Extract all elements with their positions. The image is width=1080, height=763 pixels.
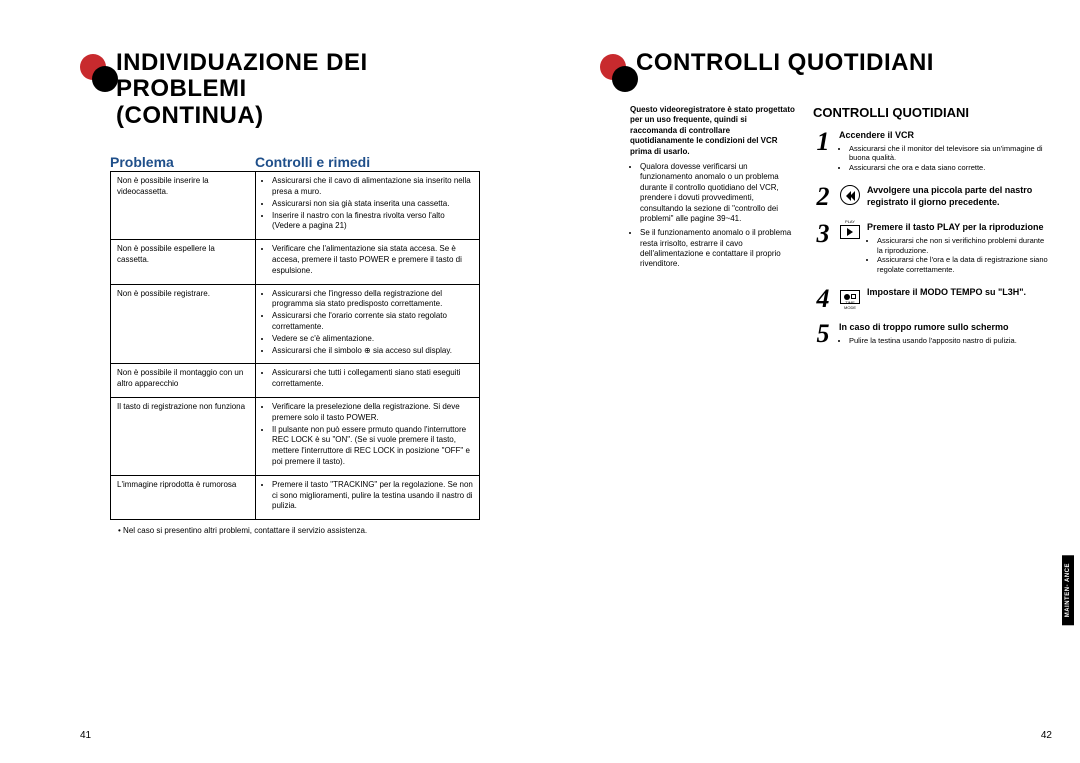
intro-bullets: Qualora dovesse verificarsi un funzionam… (630, 162, 795, 270)
page-number-left: 41 (80, 730, 91, 741)
step-body: Impostare il MODO TEMPO su "L3H". (867, 287, 1050, 301)
step-bullet: Assicurarsi che non si verifichino probl… (877, 236, 1050, 256)
remedy-item: Vedere se c'è alimentazione. (272, 334, 473, 345)
title-line2: (CONTINUA) (116, 102, 264, 129)
remedy-item: Premere il tasto "TRACKING" per la regol… (272, 480, 473, 512)
problem-cell: Non è possibile registrare. (111, 285, 256, 364)
troubleshooting-table: Non è possibile inserire la videocassett… (110, 171, 480, 520)
remedy-cell: Verificare la preselezione della registr… (256, 398, 479, 475)
page-42: CONTROLLI QUOTIDIANI Questo videoregistr… (540, 0, 1080, 763)
step: 1 Accendere il VCR Assicurarsi che il moni… (813, 130, 1050, 173)
step-number: 2 (813, 185, 833, 208)
table-header: Problema Controlli e rimedi (110, 154, 480, 170)
remedy-item: Il pulsante non può essere prmuto quando… (272, 425, 473, 468)
intro-bold: Questo videoregistratore è stato progett… (630, 105, 795, 157)
title-block-right: CONTROLLI QUOTIDIANI (600, 50, 1050, 80)
table-row: Non è possibile il montaggio con un altr… (111, 364, 479, 398)
remedy-item: Assicurarsi che l'ingresso della registr… (272, 289, 473, 311)
step-number: 5 (813, 322, 833, 345)
step-number: 3 (813, 222, 833, 245)
intro-bullet: Se il funzionamento anomalo o il problem… (640, 228, 795, 270)
page-41: INDIVIDUAZIONE DEI PROBLEMI (CONTINUA) P… (0, 0, 540, 763)
title-bullet-icon (600, 54, 626, 80)
intro-bullet: Qualora dovesse verificarsi un funzionam… (640, 162, 795, 224)
step-bullet: Pulire la testina usando l'apposito nast… (849, 336, 1050, 346)
step-number: 1 (813, 130, 833, 153)
col-header-problem: Problema (110, 154, 255, 170)
intro-column: Questo videoregistratore è stato progett… (630, 105, 795, 358)
step: 3 PLAY Premere il tasto PLAY per la riprod… (813, 222, 1050, 275)
step: 4 TIME MODE Impostare il MODO TEMPO su "L3… (813, 287, 1050, 310)
table-row: Non è possibile inserire la videocassett… (111, 172, 479, 240)
step-body: Accendere il VCR Assicurarsi che il monit… (839, 130, 1050, 173)
step-heading: In caso di troppo rumore sullo schermo (839, 322, 1050, 334)
col-header-remedy: Controlli e rimedi (255, 154, 480, 170)
play-icon: PLAY (839, 222, 861, 242)
problem-cell: Non è possibile il montaggio con un altr… (111, 364, 256, 397)
step-heading: Impostare il MODO TEMPO su "L3H". (867, 287, 1050, 299)
remedy-item: Assicurarsi che tutti i collegamenti sia… (272, 368, 473, 390)
remedy-item: Verificare la preselezione della registr… (272, 402, 473, 424)
footnote: • Nel caso si presentino altri problemi,… (118, 526, 480, 535)
step-body: Premere il tasto PLAY per la riproduzion… (867, 222, 1050, 275)
title-bullet-icon (80, 54, 106, 80)
remedy-cell: Assicurarsi che il cavo di alimentazione… (256, 172, 479, 239)
remedy-item: Assicurarsi che il simbolo ⊕ sia acceso … (272, 346, 473, 357)
step-number: 4 (813, 287, 833, 310)
problem-cell: L'immagine riprodotta è rumorosa (111, 476, 256, 519)
remedy-item: Inserire il nastro con la finestra rivol… (272, 211, 473, 233)
section-tab: MAINTEN- ANCE (1062, 555, 1074, 625)
remedy-item: Assicurarsi non sia già stata inserita u… (272, 199, 473, 210)
steps-column: CONTROLLI QUOTIDIANI 1 Accendere il VCR As… (813, 105, 1050, 358)
table-row: Il tasto di registrazione non funziona Ve… (111, 398, 479, 476)
step-heading: Premere il tasto PLAY per la riproduzion… (867, 222, 1050, 234)
page-title-left: INDIVIDUAZIONE DEI PROBLEMI (CONTINUA) (116, 50, 480, 129)
step-body: Avvolgere una piccola parte del nastro r… (867, 185, 1050, 210)
step-body: In caso di troppo rumore sullo schermo Pu… (839, 322, 1050, 345)
time-mode-icon: TIME MODE (839, 287, 861, 307)
remedy-cell: Assicurarsi che tutti i collegamenti sia… (256, 364, 479, 397)
step: 2 Avvolgere una piccola parte del nastro … (813, 185, 1050, 210)
step-bullet: Assicurarsi che ora e data siano corrett… (849, 163, 1050, 173)
section-title: CONTROLLI QUOTIDIANI (813, 105, 1050, 122)
table-row: Non è possibile registrare. Assicurarsi c… (111, 285, 479, 365)
step-bullet: Assicurarsi che l'ora e la data di regis… (877, 255, 1050, 275)
step-heading: Avvolgere una piccola parte del nastro r… (867, 185, 1050, 208)
problem-cell: Non è possibile espellere la cassetta. (111, 240, 256, 283)
remedy-item: Assicurarsi che il cavo di alimentazione… (272, 176, 473, 198)
step-heading: Accendere il VCR (839, 130, 1050, 142)
step-bullet: Assicurarsi che il monitor del televisor… (849, 144, 1050, 164)
page-number-right: 42 (1041, 730, 1052, 741)
title-line1: INDIVIDUAZIONE DEI PROBLEMI (116, 49, 368, 102)
table-row: L'immagine riprodotta è rumorosa Premere … (111, 476, 479, 519)
remedy-item: Verificare che l'alimentazione sia stata… (272, 244, 473, 276)
problem-cell: Il tasto di registrazione non funziona (111, 398, 256, 475)
remedy-cell: Premere il tasto "TRACKING" per la regol… (256, 476, 479, 519)
remedy-item: Assicurarsi che l'orario corrente sia st… (272, 311, 473, 333)
remedy-cell: Assicurarsi che l'ingresso della registr… (256, 285, 479, 364)
rewind-icon (839, 185, 861, 205)
remedy-cell: Verificare che l'alimentazione sia stata… (256, 240, 479, 283)
table-row: Non è possibile espellere la cassetta. Ve… (111, 240, 479, 284)
title-block-left: INDIVIDUAZIONE DEI PROBLEMI (CONTINUA) (80, 50, 480, 129)
problem-cell: Non è possibile inserire la videocassett… (111, 172, 256, 239)
step: 5 In caso di troppo rumore sullo schermo P… (813, 322, 1050, 345)
page-title-right: CONTROLLI QUOTIDIANI (636, 50, 934, 76)
